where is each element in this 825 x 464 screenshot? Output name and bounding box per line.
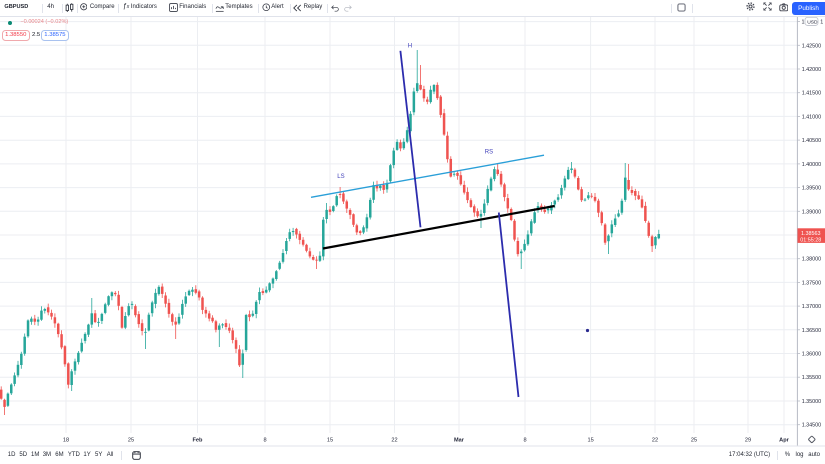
svg-text:Apr: Apr (779, 438, 789, 444)
svg-text:1.40500: 1.40500 (802, 138, 822, 144)
svg-text:1.35000: 1.35000 (802, 399, 822, 405)
svg-text:15: 15 (587, 438, 593, 444)
svg-text:1.36000: 1.36000 (802, 352, 822, 358)
svg-text:8: 8 (263, 438, 266, 444)
svg-text:LS: LS (337, 174, 344, 180)
svg-text:RS: RS (485, 149, 493, 155)
svg-text:25: 25 (128, 438, 134, 444)
svg-text:22: 22 (391, 438, 397, 444)
svg-text:1.39500: 1.39500 (802, 186, 822, 192)
svg-text:1.36500: 1.36500 (802, 328, 822, 334)
svg-text:Feb: Feb (193, 438, 204, 444)
svg-text:29: 29 (745, 438, 751, 444)
svg-text:USD: USD (807, 20, 818, 26)
svg-text:1: 1 (820, 20, 823, 26)
svg-text:H: H (408, 44, 412, 50)
svg-text:18: 18 (63, 438, 69, 444)
svg-text:1.39000: 1.39000 (802, 209, 822, 215)
svg-text:1.41500: 1.41500 (802, 91, 822, 97)
svg-text:8: 8 (523, 438, 526, 444)
svg-text:1.37000: 1.37000 (802, 304, 822, 310)
svg-text:25: 25 (691, 438, 697, 444)
svg-text:01:55:28: 01:55:28 (800, 238, 821, 244)
svg-text:1.35500: 1.35500 (802, 375, 822, 381)
svg-text:22: 22 (652, 438, 658, 444)
svg-text:1: 1 (802, 20, 805, 26)
svg-text:1.34500: 1.34500 (802, 423, 822, 429)
svg-text:1.41000: 1.41000 (802, 114, 822, 120)
svg-text:1.38563: 1.38563 (801, 231, 821, 237)
svg-text:1.42000: 1.42000 (802, 67, 822, 73)
svg-text:Mar: Mar (454, 438, 465, 444)
svg-text:1.40000: 1.40000 (802, 162, 822, 168)
svg-text:1.37500: 1.37500 (802, 280, 822, 286)
svg-text:15: 15 (327, 438, 333, 444)
svg-text:1.38000: 1.38000 (802, 257, 822, 263)
svg-text:1.42500: 1.42500 (802, 43, 822, 49)
